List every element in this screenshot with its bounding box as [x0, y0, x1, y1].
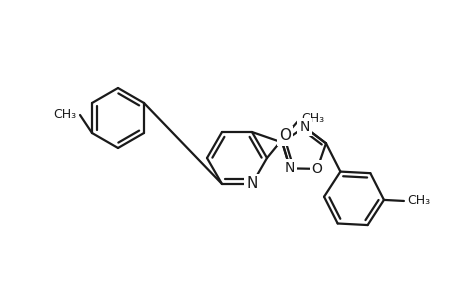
- Text: CH₃: CH₃: [300, 112, 324, 124]
- Text: N: N: [284, 161, 295, 176]
- Text: O: O: [311, 162, 322, 176]
- Text: CH₃: CH₃: [406, 194, 429, 208]
- Text: CH₃: CH₃: [53, 107, 76, 121]
- Text: N: N: [299, 120, 309, 134]
- Text: N: N: [246, 176, 257, 191]
- Text: O: O: [279, 128, 291, 143]
